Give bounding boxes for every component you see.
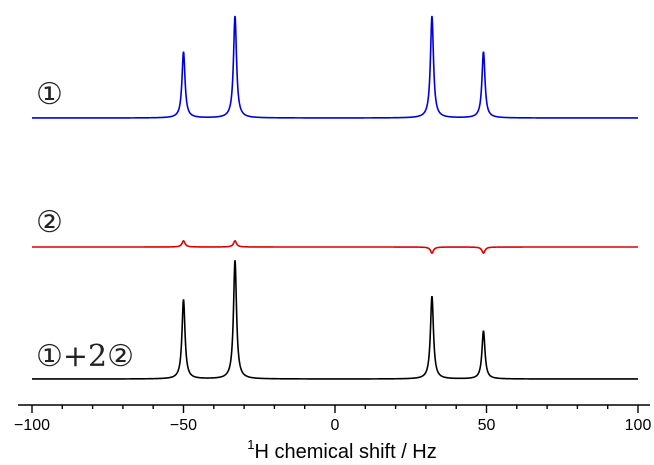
x-axis-title-text: H chemical shift / Hz: [254, 441, 436, 463]
x-tick-label: 100: [625, 417, 652, 434]
x-tick-label: 50: [478, 417, 496, 434]
x-axis-title-superscript: 1: [247, 437, 254, 452]
trace-label-1: ①: [36, 77, 63, 112]
spectrum-trace-2: [32, 239, 638, 255]
x-axis: −100 −50 0 50 100: [14, 404, 652, 434]
x-tick-label: −100: [14, 417, 50, 434]
spectrum-trace-3: [32, 260, 638, 380]
trace-label-sum: ①+2②: [36, 339, 134, 374]
x-tick-label: −50: [170, 417, 197, 434]
x-axis-title: 1H chemical shift / Hz: [247, 437, 437, 463]
spectrum-trace-1: [32, 15, 638, 119]
trace-label-2: ②: [36, 205, 63, 240]
spectrum-traces: [32, 15, 638, 380]
x-tick-label: 0: [331, 417, 340, 434]
